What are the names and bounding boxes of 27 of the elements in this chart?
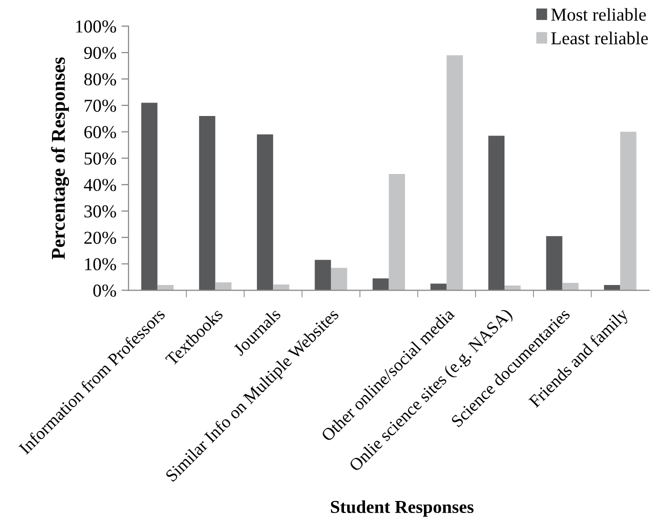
y-tick-label: 90% [84,46,116,60]
bar [141,102,158,290]
bar [199,116,216,290]
bar [314,260,331,290]
y-tick-label: 80% [84,73,116,86]
y-tick-label: 10% [85,258,116,270]
x-axis-title: Student Responses [330,500,474,517]
bar [330,268,348,290]
y-tick-label: 60% [84,126,116,138]
y-tick-label: 0% [93,284,116,297]
bar [372,278,389,290]
legend-label: Least reliable [551,32,648,44]
bar [546,236,562,290]
bar [488,136,504,290]
legend-label: Most reliable [551,8,646,21]
y-tick-label: 70% [84,100,116,112]
bar [430,284,447,290]
bar [620,132,636,290]
y-tick-label: 100% [76,20,116,33]
y-tick-label: 50% [84,152,116,165]
bar [256,134,274,290]
y-tick-label: 30% [84,205,116,218]
bar [388,174,406,290]
bar [446,55,463,290]
y-tick-label: 40% [84,178,116,192]
y-axis-title: Percentage of Responses [51,57,70,260]
y-tick-label: 20% [84,232,116,244]
